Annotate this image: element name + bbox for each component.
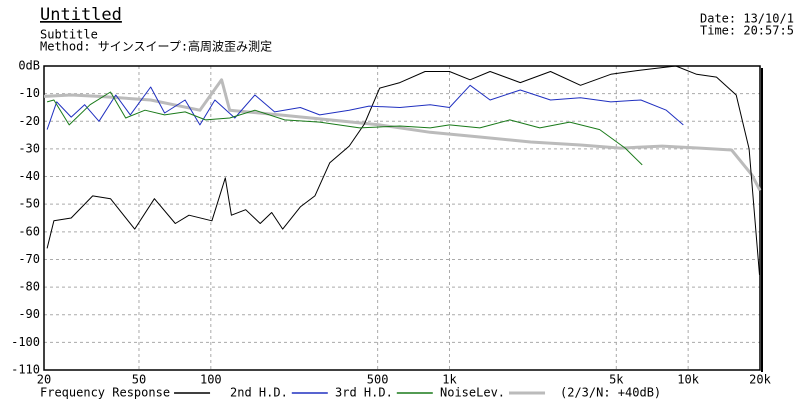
x-tick-label: 100 xyxy=(200,373,222,387)
x-tick-label: 50 xyxy=(132,373,146,387)
y-tick-label: -110 xyxy=(11,363,40,377)
plot-frame xyxy=(43,65,761,371)
y-tick-label: -100 xyxy=(11,335,40,349)
series-line xyxy=(46,84,684,130)
y-tick-label: -10 xyxy=(18,86,40,100)
time: Time: 20:57:5 xyxy=(700,24,794,38)
legend-note: (2/3/N: +40dB) xyxy=(560,386,661,400)
legend-label: NoiseLev. xyxy=(440,386,505,400)
legend-label: 3rd H.D. xyxy=(335,386,393,400)
y-tick-label: -60 xyxy=(18,224,40,238)
y-tick-label: -40 xyxy=(18,169,40,183)
series-line xyxy=(46,65,760,275)
subtitle: Subtitle xyxy=(40,28,98,42)
x-tick-label: 20k xyxy=(749,373,771,387)
series-line xyxy=(46,91,643,166)
y-tick-label: -90 xyxy=(18,307,40,321)
date: Date: 13/10/1 xyxy=(700,12,794,26)
x-tick-label: 500 xyxy=(367,373,389,387)
x-tick-label: 5k xyxy=(609,373,624,387)
x-tick-label: 20 xyxy=(37,373,51,387)
legend-label: 2nd H.D. xyxy=(230,386,288,400)
method: Method: サインスイープ:高周波歪み測定 xyxy=(40,39,272,54)
series-line xyxy=(43,78,762,192)
y-tick-label: -80 xyxy=(18,280,40,294)
x-tick-label: 10k xyxy=(677,373,699,387)
y-tick-label: -30 xyxy=(18,141,40,155)
y-tick-label: -70 xyxy=(18,252,40,266)
y-tick-label: -50 xyxy=(18,197,40,211)
y-tick-label: 0dB xyxy=(18,59,40,73)
chart-title: Untitled xyxy=(40,5,122,25)
legend-label: Frequency Response xyxy=(40,386,170,400)
y-tick-label: -20 xyxy=(18,114,40,128)
x-tick-label: 1k xyxy=(442,373,457,387)
